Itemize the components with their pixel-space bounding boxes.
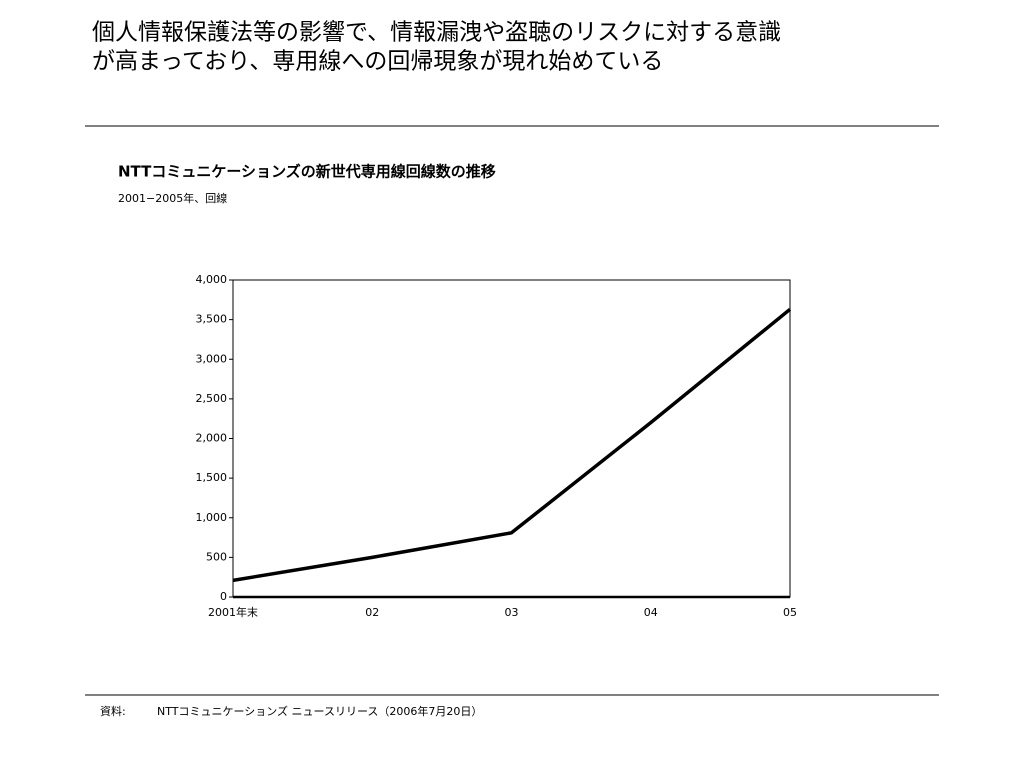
x-tick-label: 2001年末: [208, 605, 258, 619]
y-tick-label: 3,000: [196, 352, 228, 365]
y-tick-label: 1,000: [196, 511, 228, 524]
headline: 個人情報保護法等の影響で、情報漏洩や盗聴のリスクに対する意識: [92, 20, 781, 46]
y-tick-label: 2,000: [196, 432, 228, 445]
headline: が高まっており、専用線への回帰現象が現れ始めている: [92, 49, 663, 75]
data-line: [232, 307, 792, 583]
source-text: NTTコミュニケーションズ ニュースリリース（2006年7月20日）: [157, 704, 482, 718]
y-tick-label: 1,500: [196, 471, 228, 484]
x-tick-label: 05: [783, 606, 797, 619]
y-tick-label: 500: [206, 550, 227, 563]
x-tick-label: 03: [505, 606, 519, 619]
y-tick-label: 0: [220, 590, 227, 603]
chart-title: NTTコミュニケーションズの新世代専用線回線数の推移: [118, 163, 496, 181]
y-tick-label: 2,500: [196, 392, 228, 405]
x-tick-label: 04: [644, 606, 658, 619]
y-tick-label: 3,500: [196, 313, 228, 326]
y-tick-label: 4,000: [196, 273, 228, 286]
x-tick-label: 02: [365, 606, 379, 619]
plot-frame: [232, 279, 791, 598]
chart-subtitle: 2001−2005年、回線: [118, 191, 227, 205]
source-label: 資料:: [100, 704, 126, 718]
